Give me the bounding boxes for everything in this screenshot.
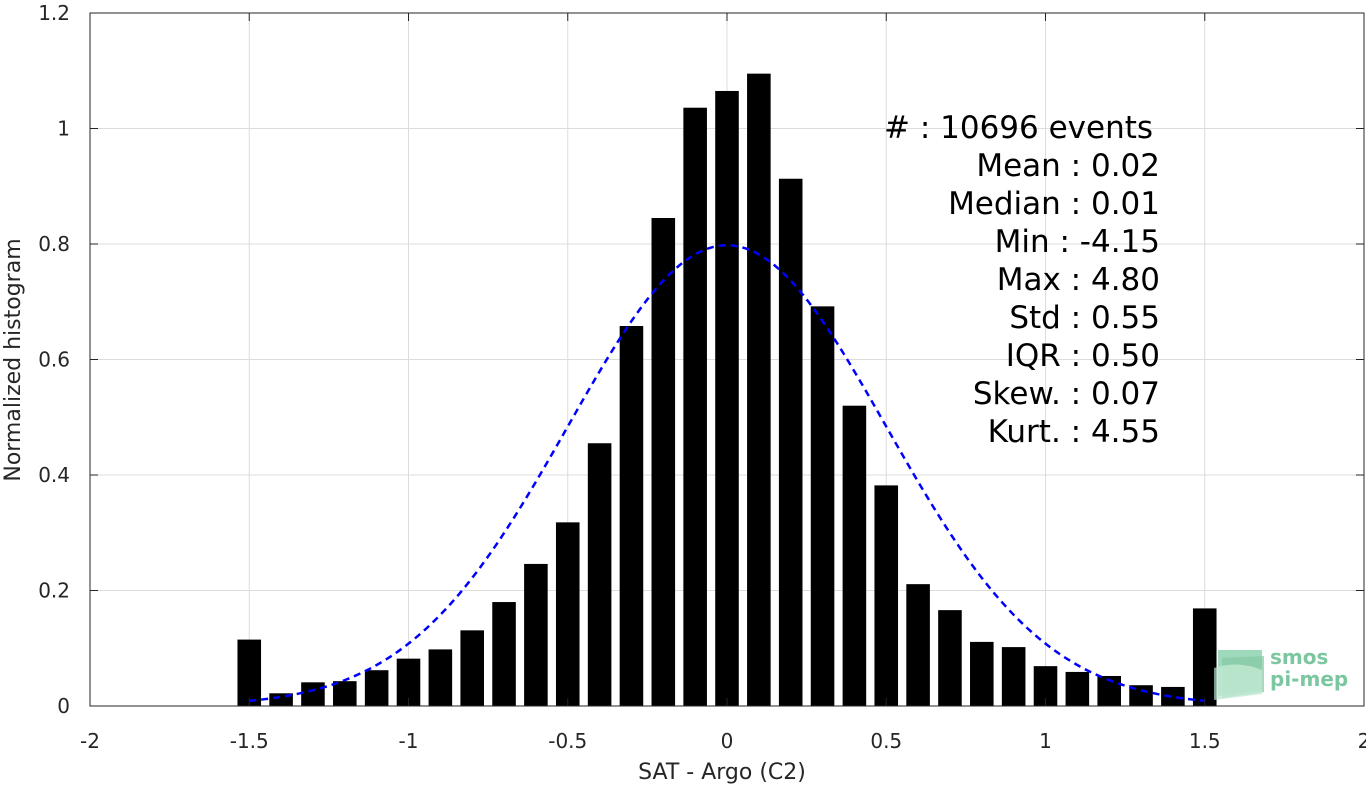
x-tick-label: -1 [399,729,419,753]
histogram-bar [938,610,962,706]
y-tick-label: 1 [57,117,70,141]
histogram-bar [301,682,325,706]
histogram-bar [555,522,580,706]
histogram-bar [333,681,357,706]
histogram-bar [842,405,867,706]
histogram-bar [651,218,676,706]
histogram-bar [428,649,453,706]
histogram-bar [587,443,612,706]
wave-logo-icon [1214,650,1264,700]
stat-line: Max : 4.80 [997,262,1160,298]
histogram-bar [715,90,739,706]
x-axis-label: SAT - Argo (C2) [638,760,806,785]
histogram-bar [1192,608,1217,706]
histogram-bar [1033,666,1058,706]
histogram-bar [810,306,835,706]
y-tick-labels: 0 0.2 0.4 0.6 0.8 1 1.2 [38,1,70,718]
histogram-bar [1065,671,1090,706]
histogram-bar [619,326,644,706]
histogram-bar [460,630,484,706]
histogram-bar [1097,675,1121,706]
histogram-bar [1001,647,1026,706]
axis-ticks [89,12,1365,707]
bars [237,73,1217,706]
histogram-bar [237,639,262,706]
y-tick-label: 0.2 [38,579,70,603]
stat-line: Median : 0.01 [948,186,1160,222]
stat-line: Std : 0.55 [1009,300,1160,336]
histogram-bar [1129,685,1153,706]
stat-line: Kurt. : 4.55 [988,414,1160,450]
normal-fit-curve [249,243,1205,703]
x-tick-label: 0 [721,729,734,753]
logo-line1: smos [1270,645,1328,669]
histogram-bar [906,584,930,706]
x-tick-label: 2 [1358,729,1366,753]
y-tick-label: 0.4 [38,463,70,487]
histogram-bar [778,178,803,706]
stat-line: Skew. : 0.07 [973,376,1160,412]
histogram-bar [747,73,771,706]
x-tick-label: 1.5 [1189,729,1221,753]
logo-line2: pi-mep [1270,667,1348,691]
histogram-bar [683,107,707,706]
x-tick-label: -0.5 [548,729,587,753]
x-tick-label: 1 [1039,729,1052,753]
x-tick-label: -2 [80,729,100,753]
y-tick-label: 0.6 [38,348,70,372]
y-tick-label: 0.8 [38,232,70,256]
x-tick-label: -1.5 [230,729,269,753]
x-tick-labels: -2 -1.5 -1 -0.5 0 0.5 1 1.5 2 [80,729,1366,753]
x-tick-label: 0.5 [870,729,902,753]
stat-line: # : 10696 events [884,110,1153,146]
histogram-bar [874,485,899,706]
histogram-bar [970,641,994,706]
smos-pimep-logo: smos pi-mep [1214,645,1348,700]
y-tick-label: 1.2 [38,1,70,25]
stat-line: Min : -4.15 [995,224,1160,260]
y-tick-label: 0 [57,694,70,718]
histogram-bar [492,602,516,706]
stat-line: IQR : 0.50 [1006,338,1160,374]
stat-line: Mean : 0.02 [976,148,1160,184]
histogram-bar [1161,686,1185,706]
histogram-bar [364,670,389,706]
histogram-bar [524,563,548,706]
y-axis-label: Normalized histogram [1,238,26,481]
histogram-bar [396,658,421,706]
